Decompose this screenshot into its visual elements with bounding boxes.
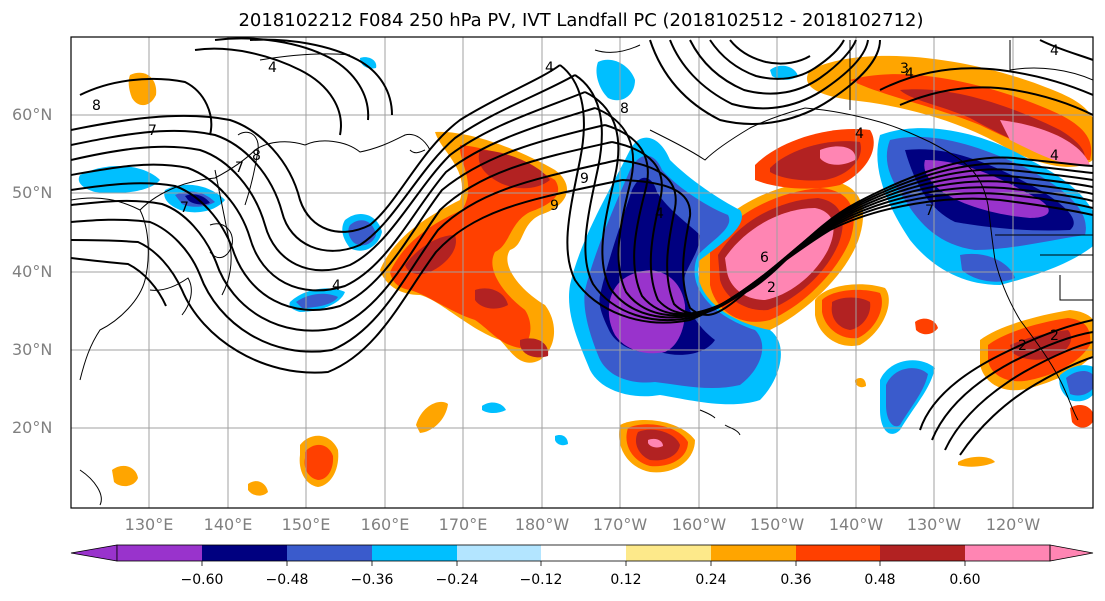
colorbar-tick-label: 0.24 <box>695 572 727 588</box>
contour-label: 4 <box>268 60 277 76</box>
contour-label: 4 <box>1050 148 1059 164</box>
colorbar-tick-label: −0.24 <box>435 572 479 588</box>
colorbar-bin <box>711 545 796 561</box>
colorbar-tick-label: −0.48 <box>265 572 309 588</box>
colorbar-bin <box>626 545 711 561</box>
colorbar-tick-label: −0.36 <box>350 572 394 588</box>
colorbar-tick-label: −0.60 <box>180 572 224 588</box>
colorbar <box>70 544 1094 566</box>
lon-label: 170°E <box>438 515 488 534</box>
contour-label: 4 <box>855 126 864 142</box>
colorbar-extend-min <box>70 544 118 562</box>
contour-label: 8 <box>92 98 101 114</box>
colorbar-bin <box>372 545 457 561</box>
colorbar-bin <box>287 545 372 561</box>
contour-label: 2 <box>1050 328 1059 344</box>
lon-label: 120°W <box>985 515 1041 534</box>
lon-label: 160°E <box>360 515 410 534</box>
contour-label: 7 <box>235 160 244 176</box>
contour-label: 7 <box>180 200 189 216</box>
lon-label: 140°W <box>828 515 884 534</box>
colorbar-tick-label: 0.12 <box>610 572 642 588</box>
contour-label: 4 <box>1050 43 1059 59</box>
map-title: 2018102212 F084 250 hPa PV, IVT Landfall… <box>238 10 924 31</box>
colorbar-bin <box>880 545 965 561</box>
contour-label: 2 <box>767 280 776 296</box>
lon-label: 140°E <box>203 515 253 534</box>
colorbar-bin <box>202 545 287 561</box>
lon-label: 160°W <box>671 515 727 534</box>
contour-label: 6 <box>760 250 769 266</box>
contour-label: 4 <box>905 66 914 82</box>
lat-label: 20°N <box>12 418 53 437</box>
contour-label: 9 <box>580 171 589 187</box>
contour-label: 8 <box>252 148 261 164</box>
lat-label: 30°N <box>12 340 53 359</box>
lon-label: 150°E <box>281 515 331 534</box>
contour-label: 7 <box>925 203 934 219</box>
colorbar-tick-label: 0.36 <box>780 572 812 588</box>
lon-label: 150°W <box>749 515 805 534</box>
colorbar-tick-label: −0.12 <box>519 572 563 588</box>
lon-label: 180°W <box>514 515 570 534</box>
map-frame <box>70 36 1094 509</box>
contour-label: 7 <box>148 123 157 139</box>
colorbar-bin <box>117 545 202 561</box>
lat-label: 50°N <box>12 183 53 202</box>
contour-label: 4 <box>655 206 664 222</box>
colorbar-bin <box>965 545 1050 561</box>
lon-label: 170°W <box>592 515 648 534</box>
colorbar-extend-max <box>1049 544 1094 562</box>
contour-labels: 4 7 8 8 9 4 4 7 2 4 4 4 6 7 2 7 4 9 3 4 … <box>92 43 1059 354</box>
contour-label: 9 <box>550 198 559 214</box>
contour-label: 3 <box>900 61 909 77</box>
colorbar-outline <box>116 544 1051 562</box>
colorbar-bin <box>457 545 541 561</box>
lat-label: 40°N <box>12 262 53 281</box>
colorbar-tick-label: 0.48 <box>864 572 896 588</box>
lon-label: 130°E <box>124 515 174 534</box>
lat-label: 60°N <box>12 105 53 124</box>
colorbar-tick-label: 0.60 <box>949 572 981 588</box>
colorbar-bin <box>796 545 880 561</box>
contour-label: 4 <box>545 60 554 76</box>
contour-label: 4 <box>332 278 341 294</box>
contour-label: 2 <box>1018 338 1027 354</box>
lon-label: 130°W <box>906 515 962 534</box>
colorbar-bin <box>541 545 626 561</box>
pv-contours <box>71 37 1093 456</box>
contour-label: 8 <box>620 101 629 117</box>
